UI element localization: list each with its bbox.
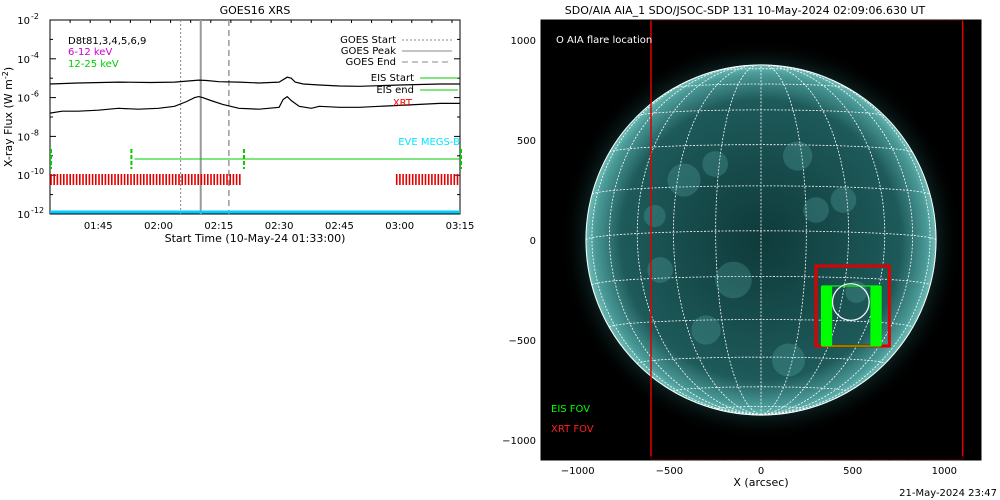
- detector-label: D8t81,3,4,5,6,9: [68, 36, 146, 47]
- aia-xtick-label: −500: [656, 466, 683, 477]
- legend-goes-peak: GOES Peak: [341, 46, 396, 57]
- legend-goes-end: GOES End: [346, 57, 396, 68]
- active-region-glow: [691, 315, 721, 345]
- aia-xtick-label: −1000: [561, 466, 595, 477]
- goes-xtick-label: 03:00: [385, 221, 414, 232]
- aia-title: SDO/AIA AIA_1 SDO/JSOC-SDP 131 10-May-20…: [565, 4, 926, 17]
- aia-xtick-label: 1000: [932, 466, 957, 477]
- xrt-fov-label: XRT FOV: [551, 424, 594, 435]
- goes-xtick-label: 02:15: [204, 221, 233, 232]
- legend-xrt: XRT: [393, 98, 413, 109]
- goes-ytick-exponent: -6: [31, 90, 39, 99]
- goes-ylabel-close: ): [2, 67, 15, 71]
- aia-ytick-label: 0: [530, 236, 536, 247]
- goes-x-ticks: 01:45 02:00 02:15 02:30 02:45 03:00 03:15: [49, 20, 475, 232]
- eis-fov-box: [820, 285, 882, 347]
- goes-ytick-label: 10: [17, 132, 30, 143]
- grid-parallel: [609, 319, 913, 328]
- band-12-25-label: 12-25 keV: [68, 59, 119, 70]
- disk-texture: [643, 141, 868, 377]
- goes-ylabel: X-ray Flux (W m-2): [1, 67, 15, 167]
- grid-parallel: [636, 356, 886, 364]
- flare-location-circle: [831, 283, 870, 321]
- legend-eis-start: EIS Start: [371, 73, 414, 84]
- flare-legend: O AIA flare location: [556, 35, 652, 46]
- active-region-glow: [783, 141, 813, 171]
- goes-ytick-exponent: -2: [31, 12, 39, 21]
- active-region-glow: [667, 163, 701, 197]
- grid-meridian: [673, 64, 762, 416]
- aia-panel: SDO/AIA AIA_1 SDO/JSOC-SDP 131 10-May-20…: [502, 4, 997, 499]
- aia-ytick-label: −500: [509, 336, 536, 347]
- active-region-glow: [715, 261, 752, 299]
- goes-ytick-exponent: -10: [31, 167, 44, 176]
- aia-xtick-label: 500: [843, 466, 862, 477]
- grid-parallel: [673, 83, 849, 89]
- goes-ytick-label: 10: [17, 94, 30, 105]
- xrt-track: [50, 174, 459, 185]
- grid-meridian: [760, 65, 914, 416]
- eis-track: [50, 149, 462, 169]
- goes-ytick-label: 10: [17, 210, 30, 221]
- goes-xtick-label: 02:30: [265, 221, 294, 232]
- aia-ytick-label: 1000: [511, 36, 536, 47]
- aia-x-ticks: −1000 −500 0 500 1000: [558, 20, 964, 477]
- aia-ytick-label: 500: [517, 136, 536, 147]
- goes-xtick-label: 02:00: [144, 221, 173, 232]
- grid-parallel: [591, 275, 931, 286]
- goes-xtick-label: 03:15: [446, 221, 475, 232]
- goes-ytick-label: 10: [17, 16, 30, 27]
- active-region-glow: [803, 197, 829, 223]
- grid-parallel: [637, 109, 885, 117]
- active-region-glow: [643, 205, 666, 227]
- goes-ylabel-main: X-ray Flux (W m: [2, 79, 15, 167]
- grid-parallel: [585, 230, 937, 241]
- goes-ytick-exponent: -12: [31, 206, 44, 215]
- active-region-glow: [702, 151, 729, 177]
- goes-xtick-label: 02:45: [325, 221, 354, 232]
- band-6-12-label: 6-12 keV: [68, 47, 112, 58]
- legend-goes-start: GOES Start: [340, 35, 396, 46]
- solar-limb: [585, 64, 937, 416]
- eve-label: EVE MEGS-B: [398, 137, 460, 148]
- eis-fov-label: EIS FOV: [551, 404, 590, 415]
- aia-xlabel: X (arcsec): [733, 476, 788, 489]
- grid-parallel: [715, 406, 807, 410]
- goes-ytick-label: 10: [17, 55, 30, 66]
- aia-y-ticks: −1000 −500 0 500 1000: [502, 36, 981, 447]
- goes-ytick-label: 10: [17, 171, 30, 182]
- grid-meridian: [715, 64, 762, 416]
- grid-parallel: [716, 68, 806, 71]
- active-region-glow: [772, 343, 805, 377]
- goes-series: [49, 76, 460, 114]
- grid-meridian: [760, 64, 807, 416]
- active-region-glow: [647, 257, 674, 283]
- grid-meridian: [591, 68, 762, 416]
- goes-ytick-exponent: -8: [31, 128, 39, 137]
- xrt-fov-large-box: [650, 20, 964, 460]
- active-region-glow: [830, 187, 857, 213]
- grid-parallel: [591, 185, 931, 195]
- goes-series-line-0: [49, 76, 460, 87]
- goes-ylabel-sup: -2: [1, 71, 10, 79]
- grid-meridian: [760, 64, 849, 416]
- legend-eis-end: EIS end: [376, 85, 414, 96]
- aia-xtick-label: 0: [758, 466, 764, 477]
- solar-disk: [585, 64, 937, 416]
- grid-parallel: [609, 144, 913, 153]
- timestamp: 21-May-2024 23:47: [899, 488, 997, 499]
- grid-parallel: [673, 386, 849, 392]
- goes-xlabel: Start Time (10-May-24 01:33:00): [165, 232, 346, 245]
- aia-ytick-label: −1000: [502, 436, 536, 447]
- goes-xtick-label: 01:45: [84, 221, 113, 232]
- goes-title: GOES16 XRS: [220, 4, 291, 17]
- grid-meridian: [608, 65, 762, 416]
- grid-meridian: [760, 68, 931, 416]
- goes-series-line-1: [49, 95, 460, 114]
- goes-ytick-exponent: -4: [31, 51, 39, 60]
